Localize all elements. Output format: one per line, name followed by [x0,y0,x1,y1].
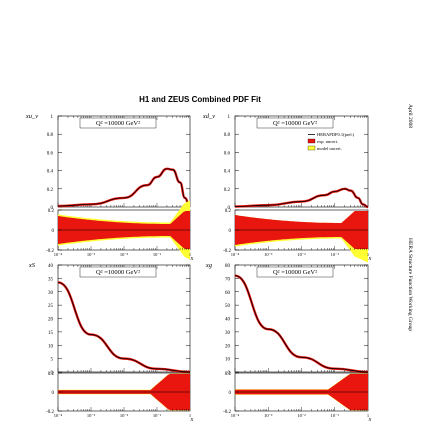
x-tick-label: 10⁻¹ [331,252,340,257]
x-tick-label: 10⁻² [297,252,306,257]
side-text-date: April 2008 [407,104,413,128]
legend-label: model uncert. [317,146,342,151]
y-tick-label: 20 [225,344,231,349]
figure-title: H1 and ZEUS Combined PDF Fit [139,95,261,104]
y-tick-label: 0 [228,371,231,376]
y-tick-label: 30 [225,331,231,336]
x-tick-label: 10⁻¹ [331,413,340,418]
y-tick-label: 70 [225,277,231,282]
x-tick-label: 10⁻³ [264,252,273,257]
y-tick-label: 1 [51,115,54,120]
x-axis-label: x [368,256,372,262]
ratio-y-tick-label: -0.2 [46,249,54,254]
x-tick-label: 10⁻⁴ [231,252,240,257]
ratio-y-tick-label: 0.2 [48,209,55,214]
y-tick-label: 0 [51,371,54,376]
x-tick-label: 1 [189,413,191,418]
y-axis-label: xg [205,262,213,269]
y-tick-label: 60 [225,291,231,296]
y-tick-label: 40 [225,318,231,323]
ratio-y-tick-label: 0 [229,229,232,234]
y-tick-label: 0.2 [47,188,54,193]
ratio-y-tick-label: 0.2 [48,372,55,377]
y-tick-label: 10 [225,358,231,363]
x-tick-label: 10⁻¹ [153,252,162,257]
q2-annotation: Q² =10000 GeV² [273,269,317,276]
x-tick-label: 10⁻² [120,252,129,257]
y-tick-label: 0.6 [47,151,54,156]
pdf-curve-xg [234,275,369,373]
annotation-box [256,266,334,278]
ratio-y-tick-label: 0.2 [225,209,232,214]
ratio-y-tick-label: 0.2 [225,372,232,377]
main-panel-frame-3 [234,264,369,373]
y-tick-label: 25 [48,304,54,309]
y-tick-label: 5 [51,358,54,363]
pdf-band-xu_v [57,167,191,209]
q2-annotation: Q² =10000 GeV² [96,269,140,276]
y-tick-label: 0.8 [47,133,54,138]
y-tick-label: 0 [228,206,231,211]
y-tick-label: 80 [225,264,231,269]
y-tick-label: 10 [48,344,54,349]
x-axis-label: x [368,417,372,423]
ratio-y-tick-label: -0.2 [223,410,231,415]
y-tick-label: 1 [228,115,231,120]
q2-annotation: Q² =10000 GeV² [96,120,140,127]
x-tick-label: 10⁻¹ [153,413,162,418]
ratio-y-tick-label: 0 [229,391,232,396]
x-axis-label: x [190,417,194,423]
ratio-y-tick-label: -0.2 [223,249,231,254]
x-axis-label: x [190,256,194,262]
y-tick-label: 0.6 [224,151,231,156]
side-text-group: HERA Structure Function Working Group [407,238,413,331]
pdf-curve-xS [57,281,191,373]
y-tick-label: 0.4 [47,170,54,175]
x-tick-label: 10⁻³ [264,413,273,418]
y-axis-label: xu_v [25,113,38,120]
x-tick-label: 1 [367,252,369,257]
y-tick-label: 30 [48,291,54,296]
x-tick-label: 10⁻² [297,413,306,418]
x-tick-label: 10⁻⁴ [231,413,240,418]
y-tick-label: 0.4 [224,170,231,175]
ratio-y-tick-label: 0 [52,391,55,396]
annotation-box [79,117,157,129]
pdf-curve-xd_v [234,188,369,208]
legend-label: exp. uncert. [317,139,338,144]
legend-swatch [307,138,316,144]
legend-label: HERAPDF0.1(prel.) [317,132,355,137]
ratio-y-tick-label: 0 [52,229,55,234]
x-tick-label: 1 [189,252,191,257]
y-tick-label: 50 [225,304,231,309]
y-axis-label: xS [28,262,36,269]
y-tick-label: 20 [48,318,54,323]
annotation-box [256,117,334,129]
main-panel-frame-0 [57,115,191,208]
pdf-curve-xu_v [57,168,191,208]
x-tick-label: 10⁻⁴ [54,252,63,257]
legend-swatch [307,145,316,151]
y-tick-label: 0.8 [224,133,231,138]
x-tick-label: 1 [367,413,369,418]
y-tick-label: 15 [48,331,54,336]
y-axis-label: xd_v [202,113,215,120]
y-tick-label: 40 [48,264,54,269]
y-tick-label: 0.2 [224,188,231,193]
q2-annotation: Q² =10000 GeV² [273,120,317,127]
main-panel-frame-1 [234,115,369,208]
y-tick-label: 0 [51,206,54,211]
x-tick-label: 10⁻⁴ [54,413,63,418]
x-tick-label: 10⁻² [120,413,129,418]
x-tick-label: 10⁻³ [87,252,96,257]
annotation-box [79,266,157,278]
y-tick-label: 35 [48,277,54,282]
x-tick-label: 10⁻³ [87,413,96,418]
ratio-y-tick-label: -0.2 [46,410,54,415]
